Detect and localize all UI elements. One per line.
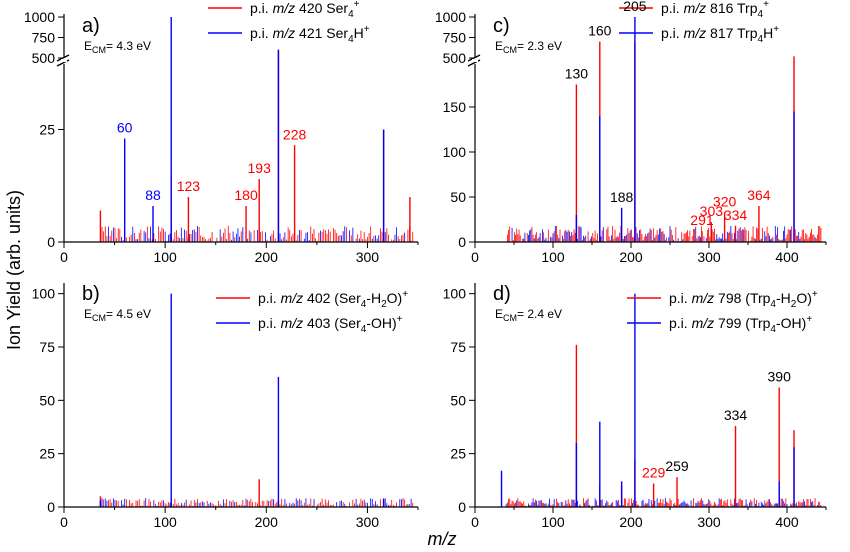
y-tick-label: 500 [32, 50, 56, 66]
y-tick-label: 50 [450, 189, 466, 205]
panel-c: 0 100 200 300 400 0 50 100 150 500 750 1000 c) ECM= 2… [435, 0, 827, 265]
x-tick-label: 200 [619, 514, 643, 530]
x-tick-label: 100 [153, 514, 177, 530]
y-tick-label: 100 [443, 286, 467, 302]
x-tick-label: 0 [60, 514, 68, 530]
legend-entry: p.i. m/z 403 (Ser4-OH)+ [258, 314, 403, 335]
noise-bars [505, 225, 822, 242]
peak-label-259: 259 [665, 458, 689, 474]
noise-bars [100, 225, 414, 242]
series-red [99, 49, 411, 242]
peak-label-334: 334 [724, 207, 748, 223]
peak-label-205: 205 [623, 0, 647, 14]
peak-label-334: 334 [724, 407, 748, 423]
y-tick-label: 75 [39, 339, 55, 355]
peak-label-188: 188 [610, 189, 634, 205]
y-tick-label: 100 [32, 286, 56, 302]
legend-entry: p.i. m/z 402 (Ser4-H2O)+ [258, 289, 408, 310]
y-tick-label: 50 [39, 392, 55, 408]
series-blue [575, 17, 795, 242]
series-blue [123, 17, 385, 242]
peak-label-130: 130 [565, 66, 589, 82]
x-axis-title: m/z [428, 529, 457, 549]
x-tick-label: 400 [775, 514, 799, 530]
y-tick-label: 100 [443, 144, 467, 160]
panel-a: 0 100 200 300 0 25 500 750 1000 a) ECM= 4.3 eV p.i.… [24, 0, 419, 265]
legend-entry: p.i. m/z 421 Ser4H+ [250, 24, 370, 45]
peak-label-180: 180 [234, 187, 258, 203]
y-tick-label: 25 [39, 122, 55, 138]
panel-label: c) [493, 15, 510, 37]
panel-label: b) [82, 283, 100, 305]
noise-bars [100, 498, 414, 507]
panel-d: 0 100 200 300 400 0 25 50 75 100 d) ECM= 2.4 eV p.i.… [443, 283, 827, 530]
y-tick-label: 750 [32, 30, 56, 46]
peak-label-60: 60 [117, 120, 133, 136]
y-tick-label: 1000 [24, 9, 55, 25]
x-tick-label: 0 [471, 249, 479, 265]
panel-label: d) [493, 283, 511, 305]
series-red [575, 344, 795, 507]
x-tick-label: 100 [541, 249, 565, 265]
x-tick-label: 300 [697, 514, 721, 530]
x-tick-label: 100 [541, 514, 565, 530]
legend-entry: p.i. m/z 817 Trp4H+ [661, 24, 779, 45]
y-tick-label: 25 [39, 446, 55, 462]
y-tick-label: 500 [443, 50, 467, 66]
x-tick-label: 200 [619, 249, 643, 265]
axis-break-gap [472, 59, 478, 62]
ecm-label: ECM= 2.4 eV [495, 307, 562, 323]
y-tick-label: 0 [458, 499, 466, 515]
peak-label-390: 390 [768, 369, 792, 385]
y-tick-label: 150 [443, 99, 467, 115]
ecm-label: ECM= 4.5 eV [84, 307, 151, 323]
peak-label-88: 88 [145, 187, 161, 203]
panel-b: 0 100 200 300 0 25 50 75 100 b) ECM= 4.5 eV p.i. m/… [32, 283, 419, 530]
y-tick-label: 1000 [435, 9, 466, 25]
x-tick-label: 300 [356, 249, 380, 265]
ecm-label: ECM= 2.3 eV [495, 39, 562, 55]
x-tick-label: 300 [697, 249, 721, 265]
series-blue [500, 293, 795, 507]
series-blue [99, 293, 385, 507]
y-tick-label: 0 [47, 234, 55, 250]
legend-entry: p.i. m/z 798 (Trp4-H2O)+ [669, 289, 818, 310]
panel-label: a) [82, 15, 100, 37]
series-red [99, 479, 385, 507]
peak-label-160: 160 [588, 23, 612, 39]
peak-label-364: 364 [747, 187, 771, 203]
y-tick-label: 0 [47, 499, 55, 515]
x-tick-label: 300 [356, 514, 380, 530]
legend-entry: p.i. m/z 816 Trp4+ [661, 0, 769, 20]
y-tick-label: 50 [450, 392, 466, 408]
series-red [575, 41, 795, 242]
legend-entry: p.i. m/z 799 (Trp4-OH)+ [669, 314, 812, 335]
peak-label-291: 291 [690, 212, 714, 228]
peak-label-303: 303 [700, 203, 724, 219]
axis-break-gap [61, 59, 67, 62]
y-axis-title: Ion Yield (arb. units) [4, 190, 24, 350]
x-tick-label: 400 [775, 249, 799, 265]
peak-label-193: 193 [248, 160, 272, 176]
ecm-label: ECM= 4.3 eV [84, 39, 151, 55]
y-tick-label: 0 [458, 234, 466, 250]
x-tick-label: 100 [153, 249, 177, 265]
y-tick-label: 75 [450, 339, 466, 355]
peak-label-320: 320 [713, 193, 737, 209]
noise-bars [505, 498, 822, 507]
peak-label-228: 228 [283, 126, 307, 142]
y-tick-label: 25 [450, 446, 466, 462]
x-tick-label: 200 [255, 249, 279, 265]
y-tick-label: 750 [443, 30, 467, 46]
x-tick-label: 0 [471, 514, 479, 530]
peak-label-229: 229 [642, 465, 666, 481]
legend-entry: p.i. m/z 420 Ser4+ [250, 0, 360, 20]
peak-label-123: 123 [177, 178, 201, 194]
x-tick-label: 200 [255, 514, 279, 530]
x-tick-label: 0 [60, 249, 68, 265]
